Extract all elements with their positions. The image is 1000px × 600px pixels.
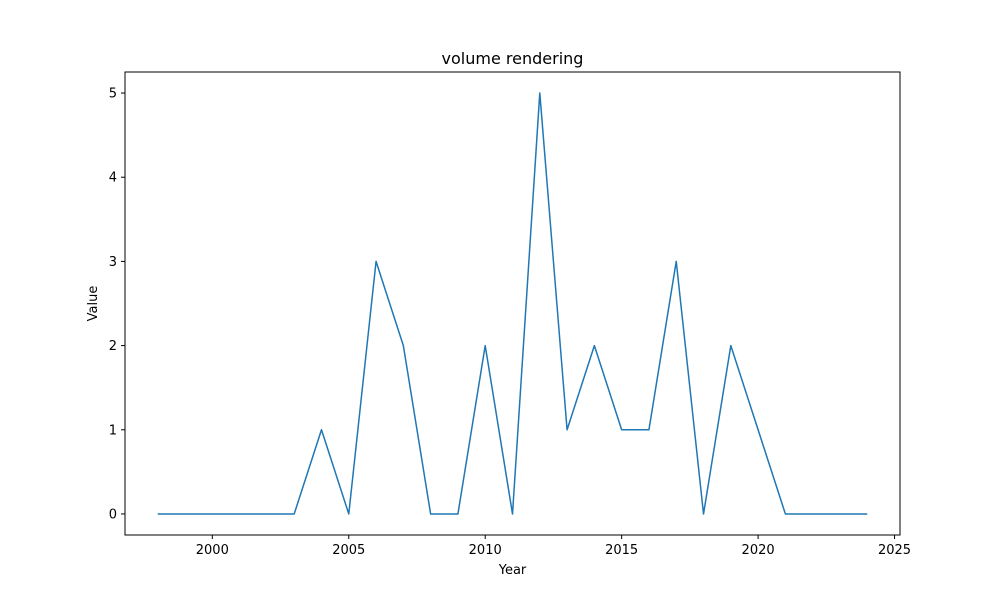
x-tick-label: 2005 bbox=[332, 543, 365, 558]
y-tick-label: 1 bbox=[109, 423, 117, 438]
plot-background bbox=[125, 72, 900, 535]
series-layer bbox=[157, 92, 868, 515]
x-tick-label: 2020 bbox=[742, 543, 775, 558]
y-tick-label: 5 bbox=[109, 87, 117, 102]
x-tick-label: 2010 bbox=[469, 543, 502, 558]
y-tick-label: 3 bbox=[109, 255, 117, 270]
plot-frame bbox=[124, 71, 901, 536]
x-axis-ticks: 2000 2005 2010 2015 2020 2025 bbox=[196, 535, 911, 558]
x-axis-label: Year bbox=[498, 563, 527, 578]
plot-area bbox=[125, 72, 900, 535]
x-tick-label: 2015 bbox=[605, 543, 638, 558]
y-axis-ticks: 0 1 2 3 4 5 bbox=[109, 87, 125, 522]
y-tick-label: 2 bbox=[109, 339, 117, 354]
y-axis-label: Value bbox=[86, 286, 101, 322]
x-tick-label: 2025 bbox=[878, 543, 911, 558]
series-line bbox=[157, 92, 868, 515]
chart-title: volume rendering bbox=[442, 49, 584, 68]
x-tick-label: 2000 bbox=[196, 543, 229, 558]
y-tick-label: 4 bbox=[109, 171, 117, 186]
y-tick-label: 0 bbox=[109, 507, 117, 522]
